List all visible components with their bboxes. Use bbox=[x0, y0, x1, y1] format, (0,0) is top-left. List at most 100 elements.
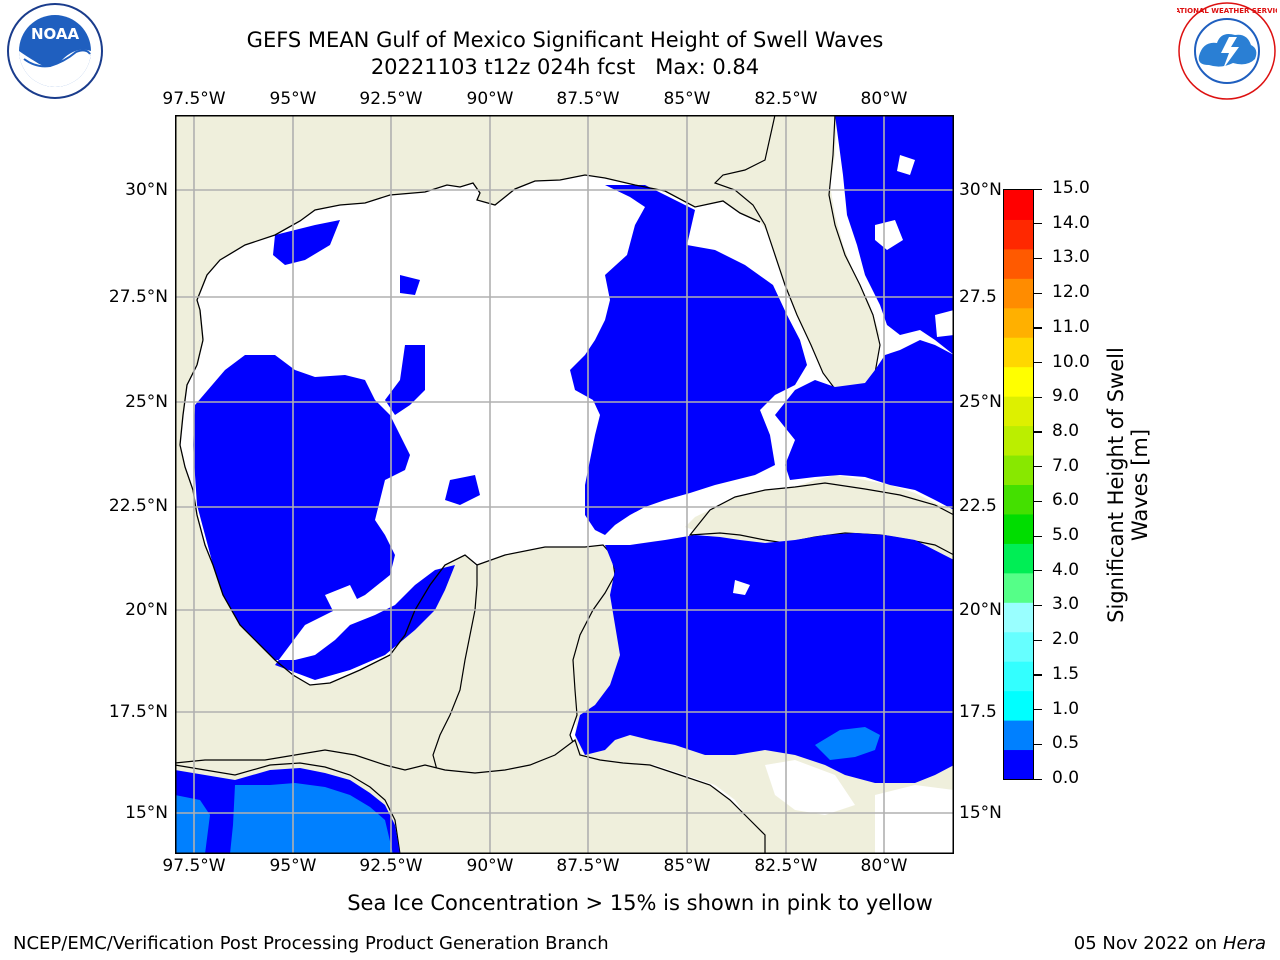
lat-label-left: 20°N bbox=[125, 600, 168, 620]
lon-label-top: 97.5°W bbox=[162, 89, 226, 109]
lon-label-bottom: 95°W bbox=[269, 856, 317, 876]
colorbar-swatch bbox=[1004, 484, 1033, 515]
lon-label-top: 80°W bbox=[860, 89, 908, 109]
lon-label-top: 92.5°W bbox=[359, 89, 423, 109]
lat-label-right: 30°N bbox=[959, 180, 1002, 200]
colorbar-tick-mark bbox=[1034, 604, 1042, 607]
colorbar-swatch bbox=[1004, 602, 1033, 633]
colorbar-swatch bbox=[1004, 690, 1033, 721]
colorbar-swatch bbox=[1004, 513, 1033, 544]
colorbar-swatch bbox=[1004, 219, 1033, 250]
swell-gaps bbox=[325, 155, 954, 854]
colorbar-tick-mark bbox=[1034, 362, 1042, 364]
swell-mid-regions bbox=[175, 727, 880, 854]
colorbar-tick-mark bbox=[1034, 292, 1042, 294]
lon-label-top: 90°W bbox=[466, 89, 514, 109]
sea-ice-note: Sea Ice Concentration > 15% is shown in … bbox=[0, 891, 1280, 915]
colorbar-swatch bbox=[1004, 396, 1033, 427]
colorbar-tick-label: 1.5 bbox=[1052, 663, 1080, 684]
colorbar-tick-mark bbox=[1034, 466, 1042, 468]
colorbar-swatch bbox=[1004, 337, 1033, 368]
colorbar-tick-mark bbox=[1034, 223, 1042, 225]
lat-label-right: 22.5 bbox=[959, 496, 997, 516]
lon-label-bottom: 82.5°W bbox=[754, 856, 818, 876]
colorbar-tick-label: 0.5 bbox=[1052, 733, 1080, 754]
colorbar-tick-label: 5.0 bbox=[1052, 525, 1080, 546]
colorbar-swatch bbox=[1004, 307, 1033, 338]
colorbar-tick-mark bbox=[1034, 327, 1042, 329]
colorbar-tick-mark bbox=[1034, 743, 1042, 745]
lon-label-bottom: 80°W bbox=[860, 856, 908, 876]
colorbar-tick-label: 10.0 bbox=[1052, 351, 1090, 372]
colorbar-tick-label: 14.0 bbox=[1052, 212, 1090, 233]
colorbar-tick-mark bbox=[1034, 500, 1042, 503]
footer-host: Hera bbox=[1222, 933, 1266, 954]
colorbar-tick-mark bbox=[1034, 674, 1042, 676]
colorbar-tick-label: 13.0 bbox=[1052, 247, 1090, 268]
colorbar-tick-label: 8.0 bbox=[1052, 420, 1080, 441]
colorbar-tick-mark bbox=[1034, 639, 1042, 641]
lat-label-left: 30°N bbox=[125, 180, 168, 200]
lon-label-top: 87.5°W bbox=[556, 89, 620, 109]
colorbar-swatch bbox=[1004, 455, 1033, 485]
lon-label-top: 82.5°W bbox=[754, 89, 818, 109]
colorbar-tick-label: 0.0 bbox=[1052, 768, 1080, 788]
colorbar-swatch bbox=[1004, 572, 1033, 603]
colorbar-tick-label: 4.0 bbox=[1052, 559, 1080, 580]
swell-low-regions bbox=[175, 115, 954, 854]
colorbar-swatch bbox=[1004, 190, 1033, 220]
lat-label-left: 25°N bbox=[125, 392, 168, 412]
gulf-of-mexico-map bbox=[175, 115, 954, 854]
colorbar-tick-mark bbox=[1034, 709, 1042, 711]
colorbar bbox=[1003, 189, 1034, 780]
lon-label-top: 85°W bbox=[663, 89, 711, 109]
footer-branch: NCEP/EMC/Verification Post Processing Pr… bbox=[13, 933, 609, 954]
colorbar-swatch bbox=[1004, 425, 1033, 456]
lat-label-left: 15°N bbox=[125, 803, 168, 823]
colorbar-tick-label: 11.0 bbox=[1052, 316, 1090, 337]
colorbar-swatch bbox=[1004, 248, 1033, 279]
colorbar-swatch bbox=[1004, 661, 1033, 692]
lon-label-bottom: 87.5°W bbox=[556, 856, 620, 876]
colorbar-tick-mark bbox=[1034, 257, 1042, 260]
noaa-logo-text: NOAA bbox=[31, 25, 80, 43]
colorbar-tick-label: 15.0 bbox=[1052, 178, 1090, 198]
lat-label-right: 25°N bbox=[959, 392, 1002, 412]
lat-label-right: 15°N bbox=[959, 803, 1002, 823]
colorbar-tick-label: 6.0 bbox=[1052, 490, 1080, 511]
colorbar-tick-label: 12.0 bbox=[1052, 282, 1090, 303]
nws-logo: NATIONAL WEATHER SERVICE bbox=[1177, 2, 1277, 100]
lat-label-left: 22.5°N bbox=[108, 496, 168, 516]
colorbar-tick-mark bbox=[1034, 570, 1042, 572]
cuba-land bbox=[688, 482, 954, 556]
colorbar-swatch bbox=[1004, 720, 1033, 751]
colorbar-tick-mark bbox=[1034, 535, 1042, 537]
colorbar-swatch bbox=[1004, 543, 1033, 574]
lat-label-right: 17.5 bbox=[959, 702, 997, 722]
colorbar-swatch bbox=[1004, 749, 1033, 779]
map-border bbox=[175, 115, 954, 854]
lat-label-right: 27.5 bbox=[959, 287, 997, 307]
colorbar-swatch bbox=[1004, 366, 1033, 397]
colorbar-label-text: Significant Height of Swell Waves [m] bbox=[1104, 347, 1152, 623]
lon-label-bottom: 90°W bbox=[466, 856, 514, 876]
footer-date-text: 05 Nov 2022 on bbox=[1073, 933, 1218, 954]
lat-label-right: 20°N bbox=[959, 600, 1002, 620]
lat-label-left: 17.5°N bbox=[108, 702, 168, 722]
colorbar-tick-mark bbox=[1034, 778, 1042, 780]
colorbar-swatch bbox=[1004, 278, 1033, 309]
colorbar-tick-mark bbox=[1034, 188, 1042, 190]
lon-label-top: 95°W bbox=[269, 89, 317, 109]
colorbar-tick-label: 2.0 bbox=[1052, 629, 1080, 650]
colorbar-tick-label: 1.0 bbox=[1052, 698, 1080, 719]
graticule bbox=[175, 115, 954, 854]
central-america-land bbox=[175, 739, 766, 854]
footer-date: 05 Nov 2022 on Hera bbox=[1074, 933, 1266, 954]
coastlines bbox=[179, 174, 761, 686]
colorbar-tick-label: 9.0 bbox=[1052, 386, 1080, 407]
lat-label-left: 27.5°N bbox=[108, 287, 168, 307]
colorbar-tick-mark bbox=[1034, 431, 1042, 433]
nws-logo-text: NATIONAL WEATHER SERVICE bbox=[1177, 7, 1277, 15]
colorbar-tick-label: 3.0 bbox=[1052, 594, 1080, 615]
chart-subtitle-date: 20221103 t12z 024h fcst Max: 0.84 bbox=[370, 55, 760, 79]
